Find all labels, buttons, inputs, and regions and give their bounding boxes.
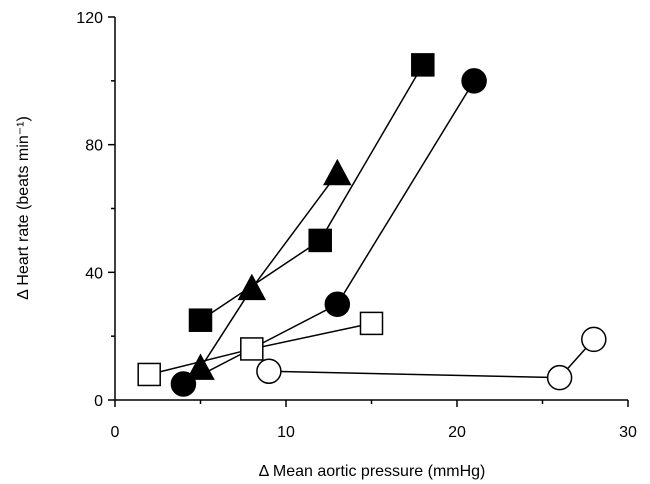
x-tick-label: 30 [619,424,637,441]
circle-marker [581,326,607,353]
x-tick-label: 0 [111,424,120,441]
x-tick-label: 10 [277,424,295,441]
y-axis-title: Δ Heart rate (beats min⁻¹) [15,116,32,300]
square-marker [411,53,435,77]
square-marker [188,308,213,332]
x-ticks: 0 10 20 30 [111,400,637,441]
series-2 [186,158,352,380]
triangle-marker [186,353,215,380]
series-4 [137,311,384,387]
y-tick-label: 120 [76,10,103,27]
circle-marker [324,291,351,317]
series-line [268,338,595,379]
y-tick-label: 40 [85,265,103,282]
circle-marker [256,358,282,385]
y-ticks: 0 40 80 120 [76,10,115,410]
x-tick-label: 20 [448,424,466,441]
square-marker [240,337,264,361]
series-line [200,64,424,321]
axes: 0 40 80 120 0 10 20 30 [76,10,637,441]
circle-marker [546,364,573,391]
series-3 [170,68,487,397]
triangle-marker [323,158,352,186]
y-tick-label: 80 [85,138,103,155]
series-5 [256,326,607,391]
triangle-marker [237,273,267,301]
series-layer [137,53,607,397]
x-axis-title: Δ Mean aortic pressure (mmHg) [259,463,486,480]
circle-marker [461,68,487,94]
series-1 [188,53,435,332]
square-marker [359,311,384,336]
y-tick-label: 0 [94,393,103,410]
square-marker [308,228,332,253]
circle-marker [170,371,197,397]
square-marker [137,362,161,387]
